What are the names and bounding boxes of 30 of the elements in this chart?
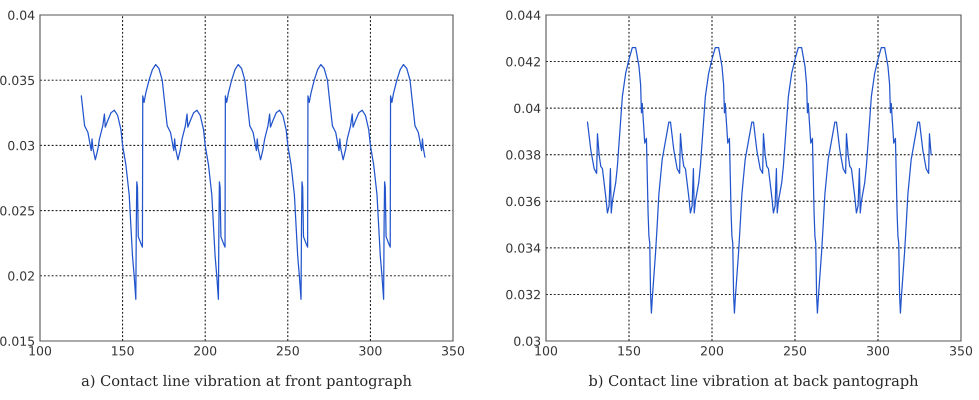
y-tick-label: 0.042 [506,57,540,66]
line-series [586,46,932,314]
y-tick-label: 0.038 [506,150,540,160]
x-tick-label: 350 [950,346,972,356]
x-tick-label: 200 [700,346,724,356]
x-tick-label: 150 [618,346,640,356]
y-tick-label: 0.04 [514,104,540,114]
x-tick-label: 250 [784,346,806,356]
y-tick-label: 0.044 [506,10,540,20]
text: b) Contact line vibration at back pantograph [588,374,918,390]
y-tick-label: 0.025 [0,206,34,216]
x-tick-label: 150 [112,346,134,356]
x-tick-label: 200 [194,346,216,356]
y-tick-label: 0.032 [506,290,540,300]
x-tick-label: 350 [442,346,464,356]
y-tick-label: 0.03 [8,140,34,150]
y-tick-label: 0.036 [506,196,540,206]
y-tick-label: 0.02 [8,271,34,281]
line-series [80,64,426,300]
x-tick-label: 100 [535,346,558,356]
y-tick-label: 0.03 [514,336,540,346]
y-tick-label: 0.034 [506,243,540,253]
x-tick-label: 300 [359,346,382,356]
y-tick-label: 0.035 [0,76,34,86]
x-tick-label: 250 [276,346,299,356]
x-tick-label: 300 [867,346,890,356]
y-tick-label: 0.04 [8,10,34,20]
y-tick-label: 0.015 [0,336,34,346]
x-tick-label: 100 [29,346,52,356]
text: a) Contact line vibration at front pantograph [82,374,412,390]
